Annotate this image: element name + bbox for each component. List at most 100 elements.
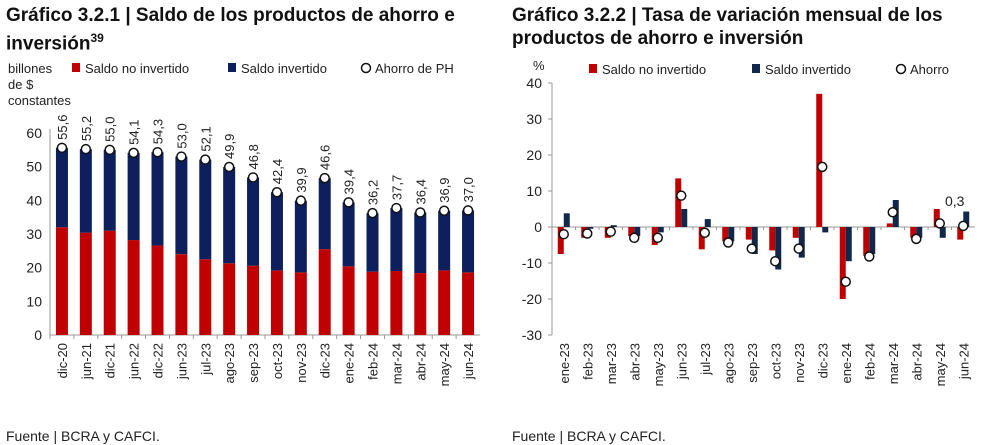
bar-saldo-invertido: [704, 219, 711, 227]
data-label: 46,8: [246, 144, 261, 169]
legend-marker-circle: [895, 63, 907, 75]
annotation-label: 0,3: [945, 193, 965, 209]
bar-saldo-no-invertido: [462, 272, 475, 335]
legend-label: Saldo no invertido: [85, 61, 189, 76]
x-tick-label: jul-23: [198, 343, 213, 376]
bar-saldo-invertido: [366, 213, 379, 272]
bar-saldo-no-invertido: [722, 227, 729, 242]
bar-saldo-no-invertido: [698, 227, 705, 250]
bar-saldo-no-invertido: [103, 230, 116, 335]
data-label: 55,6: [55, 115, 70, 140]
data-label: 36,4: [413, 179, 428, 204]
bar-saldo-no-invertido: [223, 263, 236, 335]
marker-ahorro: [152, 146, 163, 158]
legend-label: Ahorro de PH: [375, 61, 454, 76]
bar-saldo-invertido: [103, 149, 116, 231]
bar-saldo-no-invertido: [151, 245, 164, 335]
bar-saldo-no-invertido: [910, 227, 917, 238]
bar-saldo-no-invertido: [414, 273, 427, 335]
bar-saldo-no-invertido: [55, 227, 68, 335]
bar-saldo-no-invertido: [390, 271, 403, 335]
y-tick-label: 10: [26, 293, 42, 309]
bar-saldo-no-invertido: [863, 227, 870, 256]
bar-saldo-no-invertido: [933, 209, 940, 227]
x-tick-label: sep-23: [246, 343, 261, 383]
x-tick-label: dic-21: [103, 343, 118, 378]
marker-ahorro: [462, 205, 474, 216]
y-tick-label: -30: [522, 327, 542, 343]
bar-saldo-invertido: [79, 149, 92, 233]
marker-ahorro: [104, 144, 115, 156]
bar-saldo-no-invertido: [438, 270, 451, 335]
bar-saldo-invertido: [199, 159, 212, 260]
bar-saldo-invertido: [342, 202, 355, 267]
x-tick-label: dic-22: [151, 343, 166, 378]
y-axis-label: de $: [8, 77, 34, 92]
bar-saldo-no-invertido: [675, 178, 682, 227]
x-tick-label: abr-24: [909, 343, 924, 381]
marker-ahorro: [200, 154, 211, 165]
marker-ahorro: [605, 226, 616, 237]
bar-saldo-invertido: [127, 152, 140, 241]
bar-saldo-no-invertido: [839, 227, 846, 299]
x-tick-label: nov-23: [792, 343, 807, 383]
marker-ahorro: [958, 220, 969, 232]
bar-saldo-invertido: [939, 227, 946, 238]
marker-ahorro: [319, 172, 330, 184]
marker-ahorro: [723, 237, 734, 248]
bar-saldo-invertido: [175, 156, 188, 255]
x-tick-label: nov-23: [294, 343, 309, 383]
data-label: 54,3: [151, 119, 166, 144]
bar-saldo-invertido: [775, 227, 782, 270]
bar-saldo-invertido: [438, 210, 451, 271]
legend-label: Saldo invertido: [765, 62, 851, 77]
bar-saldo-invertido: [634, 227, 641, 236]
data-label: 49,9: [222, 134, 237, 159]
x-tick-label: abr-24: [413, 343, 428, 381]
marker-ahorro: [887, 206, 898, 218]
x-tick-label: sep-23: [745, 343, 760, 383]
marker-ahorro: [817, 161, 828, 173]
legend-marker-circle: [360, 62, 372, 74]
bar-saldo-invertido: [798, 227, 805, 258]
marker-ahorro: [840, 276, 851, 287]
bar-saldo-no-invertido: [886, 223, 893, 227]
y-tick-label: 30: [526, 111, 542, 127]
legend-swatch: [228, 63, 236, 72]
data-label: 37,7: [389, 175, 404, 200]
x-tick-label: jul-23: [698, 343, 713, 376]
x-tick-label: jun-24: [461, 343, 476, 380]
marker-ahorro: [247, 172, 259, 183]
y-tick-label: 40: [26, 192, 42, 208]
data-label: 55,2: [79, 116, 94, 141]
legend-label: Saldo no invertido: [602, 62, 706, 77]
x-tick-label: feb-23: [580, 343, 595, 380]
x-tick-label: dic-23: [318, 343, 333, 378]
bar-saldo-invertido: [294, 200, 307, 273]
x-tick-label: jun-24: [956, 343, 971, 380]
data-label: 36,2: [366, 180, 381, 205]
bar-saldo-no-invertido: [628, 227, 635, 236]
bar-saldo-no-invertido: [199, 259, 212, 335]
marker-ahorro: [128, 147, 139, 159]
chart1-title: Gráfico 3.2.1 | Saldo de los productos d…: [6, 5, 455, 55]
data-label: 39,9: [294, 167, 309, 192]
chart2-title: Gráfico 3.2.2 | Tasa de variación mensua…: [512, 5, 943, 49]
x-tick-label: abr-23: [627, 343, 642, 381]
legend-swatch: [72, 63, 80, 72]
x-tick-label: jun-22: [127, 343, 142, 380]
x-tick-label: feb-24: [366, 343, 381, 380]
y-axis-label: %: [533, 58, 545, 73]
bar-saldo-no-invertido: [792, 227, 799, 238]
marker-ahorro: [629, 232, 640, 244]
x-tick-label: mar-23: [604, 343, 619, 384]
x-tick-label: jun-21: [79, 343, 94, 380]
bar-saldo-invertido: [845, 227, 852, 262]
bar-saldo-invertido: [587, 227, 594, 229]
marker-ahorro: [56, 142, 68, 154]
marker-ahorro: [271, 187, 283, 198]
bar-saldo-no-invertido: [342, 266, 355, 335]
marker-ahorro: [80, 143, 92, 155]
bar-saldo-no-invertido: [318, 249, 331, 335]
bar-saldo-invertido: [55, 147, 68, 228]
